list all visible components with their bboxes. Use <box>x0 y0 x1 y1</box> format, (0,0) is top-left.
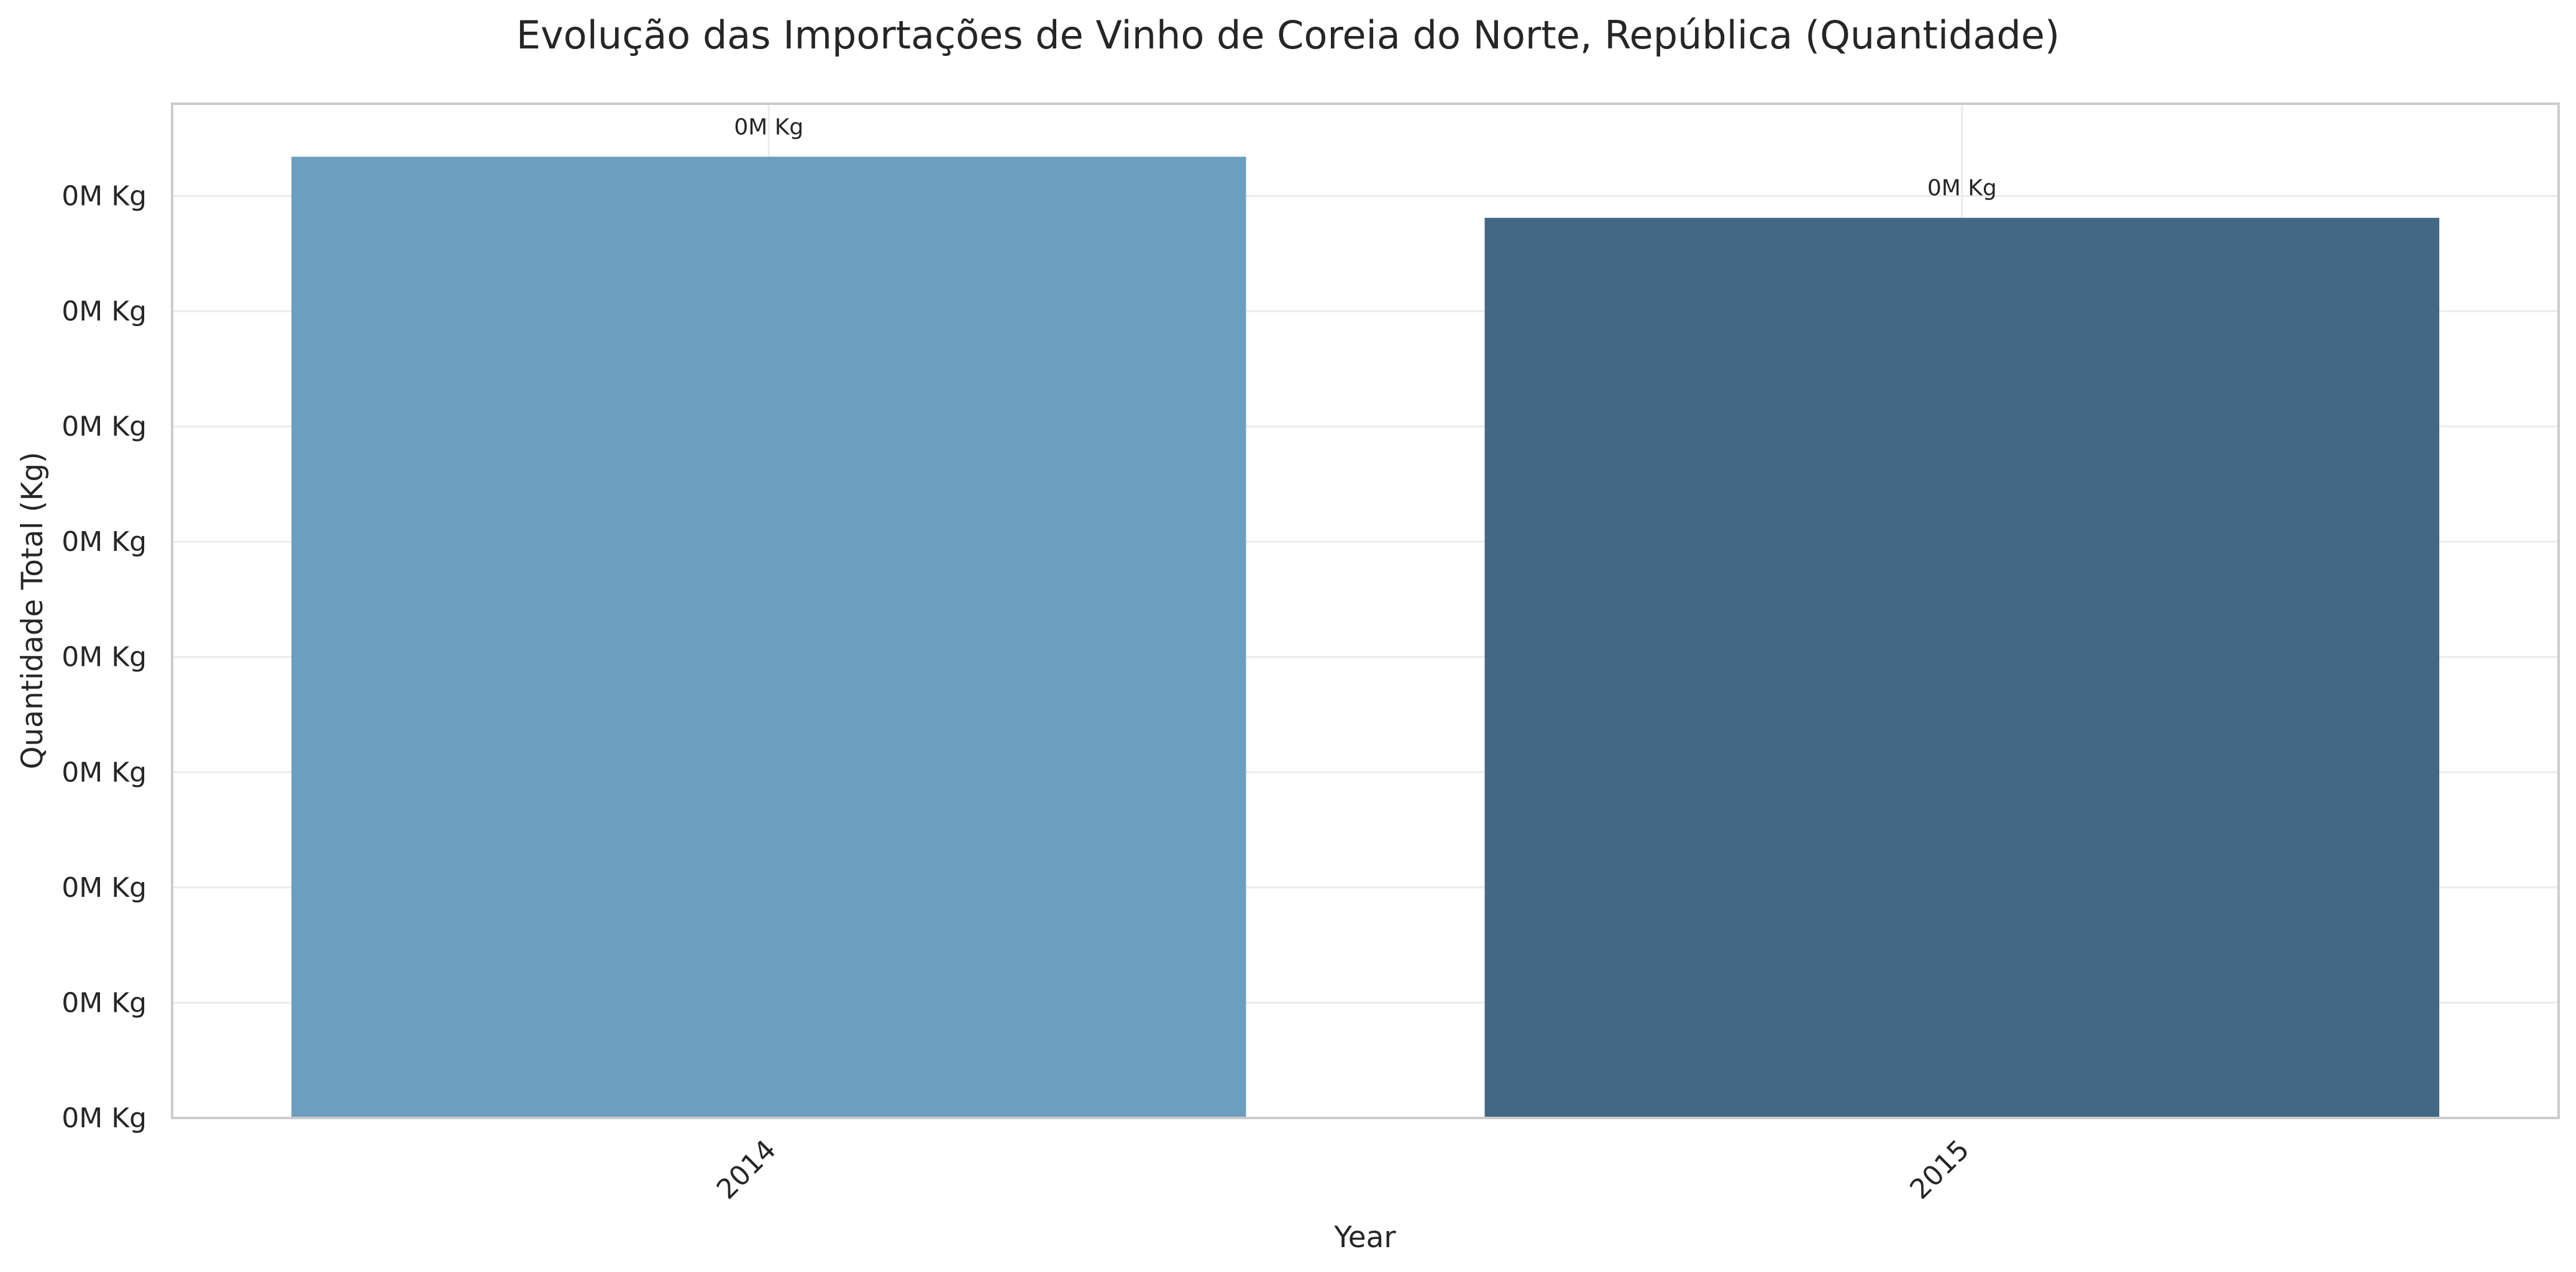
y-tick-label: 0M Kg <box>62 180 147 212</box>
y-axis-label: Quantidade Total (Kg) <box>16 452 50 769</box>
y-tick-label: 0M Kg <box>62 642 147 673</box>
y-tick-label: 0M Kg <box>62 296 147 327</box>
y-tick-label: 0M Kg <box>62 526 147 558</box>
x-axis-ticks: 2014 2015 <box>711 1134 1976 1206</box>
plot-frame <box>171 102 2560 1119</box>
y-tick-label: 0M Kg <box>62 872 147 904</box>
y-tick-label: 0M Kg <box>62 1102 147 1134</box>
x-axis-label: Year <box>1333 1220 1396 1255</box>
y-tick-label: 0M Kg <box>62 987 147 1019</box>
bars <box>291 157 2439 1119</box>
y-axis-ticks: 0M Kg 0M Kg 0M Kg 0M Kg 0M Kg 0M Kg 0M Kg 0M Kg… <box>62 180 147 1134</box>
chart-title: Evolução das Importações de Vinho de Cor… <box>516 12 2060 58</box>
data-labels: 0M Kg 0M Kg <box>734 114 1996 201</box>
x-tick-label-2015: 2015 <box>1904 1134 1975 1206</box>
bar-2014 <box>291 157 1246 1119</box>
x-tick-label-2014: 2014 <box>711 1134 782 1206</box>
y-tick-label: 0M Kg <box>62 756 147 788</box>
data-label-2015: 0M Kg <box>1927 176 1997 201</box>
y-tick-label: 0M Kg <box>62 411 147 443</box>
data-label-2014: 0M Kg <box>734 114 803 140</box>
bar-2015 <box>1484 217 2439 1118</box>
